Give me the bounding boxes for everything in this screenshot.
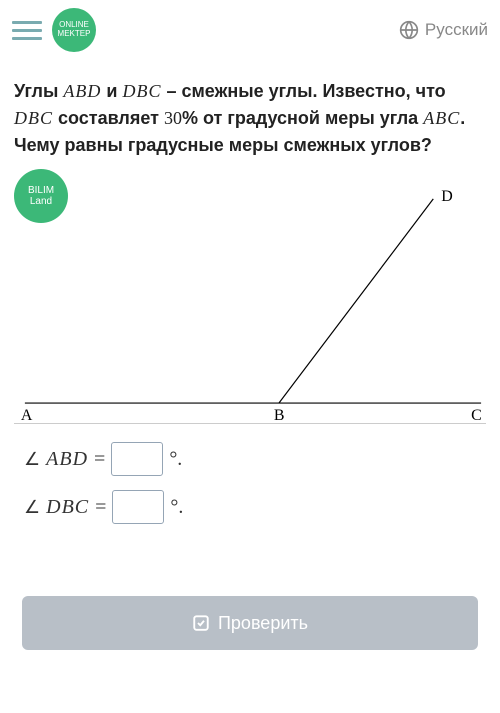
degree-suffix: °. [170,496,183,519]
vertex-b: B [274,407,285,423]
check-label: Проверить [218,613,308,634]
menu-icon[interactable] [12,15,42,45]
language-switch[interactable]: Русский [399,20,488,40]
problem-statement: Углы ABD и DBC – смежные углы. Известно,… [14,78,486,159]
dbc-input[interactable] [112,490,164,524]
equals-sign: = [95,496,106,519]
dbc-label: DBC [46,496,89,519]
abd-input[interactable] [111,442,163,476]
globe-icon [399,20,419,40]
answer-row-dbc: ∠ DBC = °. [24,490,476,524]
check-icon [192,614,210,632]
angle-diagram-svg: A B C D [14,169,486,423]
angle-symbol: ∠ [24,497,40,518]
vertex-d: D [441,188,453,205]
vertex-a: A [21,407,33,423]
line-bd [279,199,433,403]
language-label: Русский [425,20,488,40]
diagram: BILIM Land A B C D [14,169,486,424]
equals-sign: = [94,448,105,471]
abd-label: ABD [46,448,88,471]
angle-symbol: ∠ [24,449,40,470]
check-button[interactable]: Проверить [22,596,478,650]
vertex-c: C [471,407,482,423]
logo-text-bottom: MEKTEP [58,30,91,39]
degree-suffix: °. [169,448,182,471]
online-mektep-logo: ONLINE MEKTEP [52,8,96,52]
answer-row-abd: ∠ ABD = °. [24,442,476,476]
